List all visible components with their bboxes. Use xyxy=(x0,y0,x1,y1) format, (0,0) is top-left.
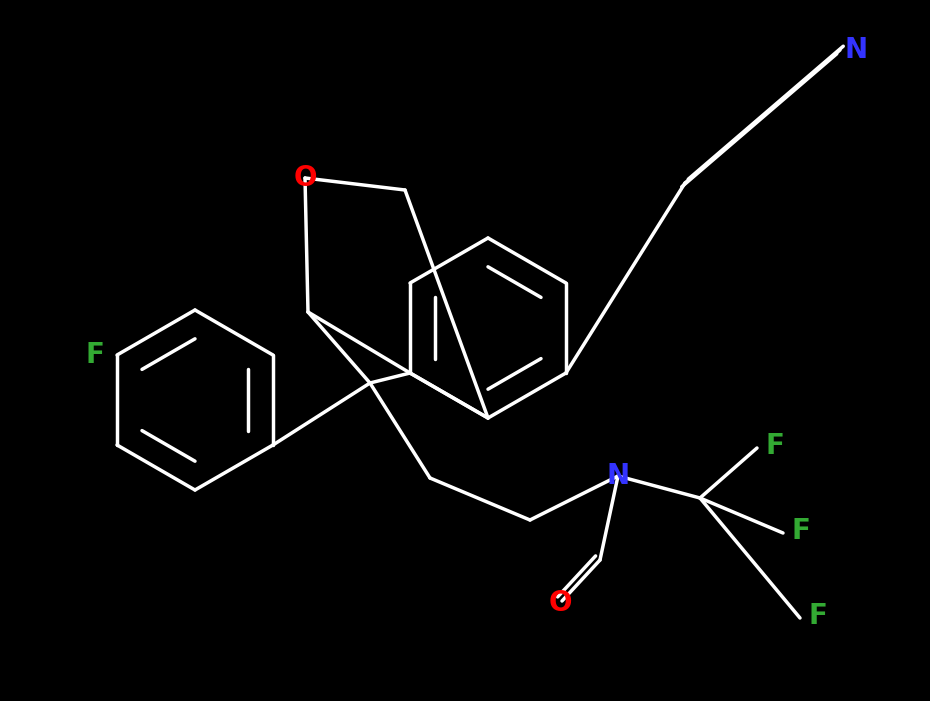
Text: N: N xyxy=(844,36,868,64)
Text: F: F xyxy=(86,341,104,369)
Text: F: F xyxy=(765,432,784,460)
Text: O: O xyxy=(549,589,572,617)
Text: F: F xyxy=(808,602,828,630)
Text: O: O xyxy=(293,164,317,192)
Text: N: N xyxy=(606,462,630,490)
Text: F: F xyxy=(791,517,810,545)
